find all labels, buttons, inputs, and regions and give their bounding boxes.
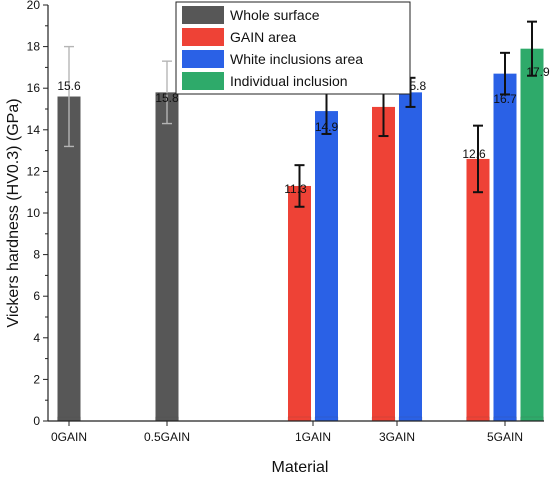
legend-label-individual-inclusion: Individual inclusion	[230, 73, 348, 89]
legend-swatch-white-inclusions-area	[182, 50, 224, 68]
legend-swatch-gain-area	[182, 28, 224, 46]
data-label-1gain-white-inclusions-area: 14.9	[315, 120, 339, 134]
bar-5gain-individual-inclusion	[520, 48, 544, 422]
x-tick-label-1gain: 1GAIN	[295, 430, 331, 444]
data-label-0-5gain-whole-surface: 15.8	[155, 91, 179, 105]
y-tick-label: 16	[27, 81, 41, 95]
bar-3gain-white-inclusions-area	[399, 92, 422, 422]
legend-item-gain-area: GAIN area	[182, 28, 296, 46]
y-tick-label: 12	[27, 164, 41, 178]
error-bar-5gain-individual-inclusion	[527, 20, 537, 77]
bar-5gain-gain-area	[466, 158, 490, 422]
data-label-0gain-whole-surface: 15.6	[57, 79, 81, 93]
x-tick-label-5gain: 5GAIN	[487, 430, 523, 444]
legend-label-whole-surface: Whole surface	[230, 7, 320, 23]
y-tick-label: 18	[27, 40, 41, 54]
legend-item-whole-surface: Whole surface	[182, 6, 320, 24]
y-tick-label: 8	[33, 248, 40, 262]
bar-5gain-white-inclusions-area	[493, 73, 517, 421]
data-label-5gain-gain-area: 12.6	[462, 147, 486, 161]
y-tick-label: 0	[33, 414, 40, 428]
bars-layer	[57, 48, 544, 422]
legend-swatch-individual-inclusion	[182, 72, 224, 90]
error-bar-0-5gain-whole-surface	[162, 60, 172, 125]
y-tick-label: 6	[33, 289, 40, 303]
error-bar-5gain-gain-area	[473, 124, 483, 194]
y-axis-title: Vickers hardness (HV0.3) (GPa)	[5, 98, 22, 327]
legend-item-individual-inclusion: Individual inclusion	[182, 72, 348, 90]
data-label-5gain-individual-inclusion: 17.9	[526, 65, 550, 79]
data-label-5gain-white-inclusions-area: 16.7	[493, 92, 517, 106]
y-tick-label: 2	[33, 372, 40, 386]
x-tick-label-0-5gain: 0.5GAIN	[144, 430, 190, 444]
legend: Whole surface GAIN area White inclusions a…	[175, 1, 411, 95]
legend-label-gain-area: GAIN area	[230, 29, 296, 45]
bar-0gain-whole-surface	[57, 96, 81, 422]
bar-1gain-white-inclusions-area	[315, 111, 338, 421]
error-bar-0gain-whole-surface	[64, 45, 74, 148]
y-tick-label: 20	[27, 0, 41, 12]
bar-3gain-gain-area	[372, 106, 395, 422]
x-axis-title: Material	[272, 459, 329, 476]
y-tick-label: 10	[27, 206, 41, 220]
error-bar-1gain-gain-area	[294, 164, 305, 208]
error-bar-5gain-white-inclusions-area	[500, 51, 510, 96]
legend-swatch-whole-surface	[182, 6, 224, 24]
data-label-1gain-gain-area: 11.3	[284, 182, 307, 196]
y-tick-label: 14	[27, 123, 41, 137]
legend-item-white-inclusions-area: White inclusions area	[182, 50, 363, 68]
y-tick-label: 4	[33, 331, 40, 345]
axes-layer: 0 2 4 6 8 10 12 14 16 18 20 0GAIN 0.5GAIN 1GAIN 3GAIN 5…	[5, 0, 544, 476]
bar-0-5gain-whole-surface	[155, 92, 179, 422]
legend-label-white-inclusions-area: White inclusions area	[230, 51, 363, 67]
x-tick-label-0gain: 0GAIN	[51, 430, 87, 444]
bar-1gain-gain-area	[288, 185, 311, 421]
x-tick-label-3gain: 3GAIN	[379, 430, 415, 444]
